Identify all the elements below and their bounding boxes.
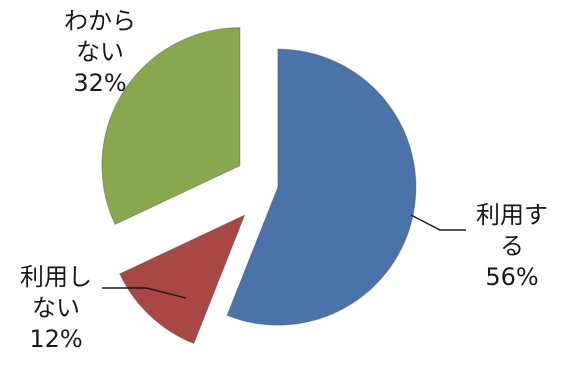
label-use: 利用す る 56%	[462, 200, 562, 293]
label-use-line1: 利用す	[476, 201, 548, 229]
label-use-value: 56%	[485, 263, 539, 291]
pie-slices	[101, 27, 417, 345]
leader-not-use	[102, 287, 187, 299]
leader-use	[410, 214, 466, 231]
slice-not-use	[119, 214, 246, 345]
label-not-use-value: 12%	[29, 325, 83, 353]
label-not-use: 利用し ない 12%	[6, 262, 106, 355]
label-unknown-line1: わから	[64, 7, 136, 35]
label-not-use-line1: 利用し	[20, 263, 92, 291]
label-unknown-line2: ない	[76, 38, 124, 66]
leader-lines	[102, 214, 466, 299]
label-unknown-value: 32%	[73, 69, 127, 97]
label-use-line2: る	[500, 232, 524, 260]
slice-unknown	[101, 27, 241, 226]
label-unknown: わから ない 32%	[50, 6, 150, 99]
slice-use	[226, 48, 417, 326]
label-not-use-line2: ない	[32, 294, 80, 322]
